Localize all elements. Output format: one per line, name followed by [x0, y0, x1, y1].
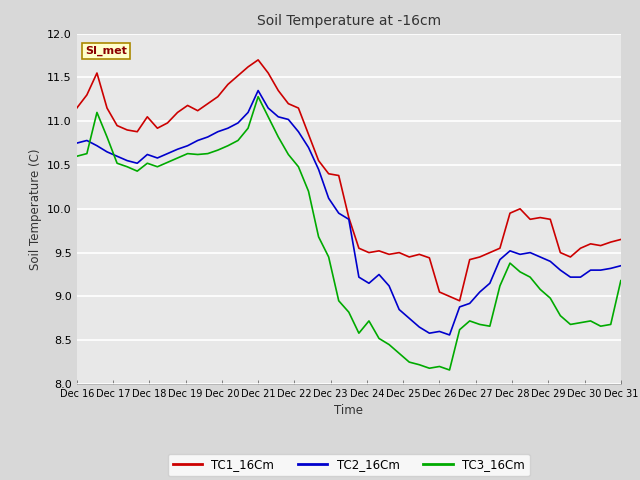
TC2_16Cm — [133, 160, 141, 166]
TC2_16Cm — [445, 332, 453, 338]
TC2_16Cm — [254, 88, 262, 94]
TC3_16Cm — [285, 152, 292, 157]
TC1_16Cm — [173, 109, 181, 115]
TC2_16Cm — [73, 140, 81, 146]
TC1_16Cm — [577, 245, 584, 251]
TC2_16Cm — [173, 146, 181, 152]
Line: TC2_16Cm: TC2_16Cm — [77, 91, 621, 335]
X-axis label: Time: Time — [334, 405, 364, 418]
TC3_16Cm — [254, 94, 262, 99]
TC1_16Cm — [254, 57, 262, 63]
TC2_16Cm — [617, 263, 625, 269]
TC2_16Cm — [607, 265, 614, 271]
TC1_16Cm — [204, 101, 212, 107]
TC3_16Cm — [204, 151, 212, 156]
TC3_16Cm — [577, 320, 584, 325]
Line: TC3_16Cm: TC3_16Cm — [77, 96, 621, 370]
TC2_16Cm — [577, 274, 584, 280]
Line: TC1_16Cm: TC1_16Cm — [77, 60, 621, 301]
TC3_16Cm — [173, 155, 181, 161]
TC1_16Cm — [285, 101, 292, 107]
TC3_16Cm — [617, 278, 625, 284]
TC1_16Cm — [607, 239, 614, 245]
TC1_16Cm — [73, 105, 81, 111]
TC3_16Cm — [73, 154, 81, 159]
TC1_16Cm — [456, 298, 463, 304]
TC2_16Cm — [285, 117, 292, 122]
Text: SI_met: SI_met — [85, 46, 127, 56]
TC3_16Cm — [607, 322, 614, 327]
TC1_16Cm — [133, 129, 141, 134]
TC1_16Cm — [617, 237, 625, 242]
Y-axis label: Soil Temperature (C): Soil Temperature (C) — [29, 148, 42, 270]
TC2_16Cm — [204, 134, 212, 140]
TC3_16Cm — [133, 168, 141, 174]
TC3_16Cm — [445, 367, 453, 373]
Title: Soil Temperature at -16cm: Soil Temperature at -16cm — [257, 14, 441, 28]
Legend: TC1_16Cm, TC2_16Cm, TC3_16Cm: TC1_16Cm, TC2_16Cm, TC3_16Cm — [168, 454, 530, 476]
